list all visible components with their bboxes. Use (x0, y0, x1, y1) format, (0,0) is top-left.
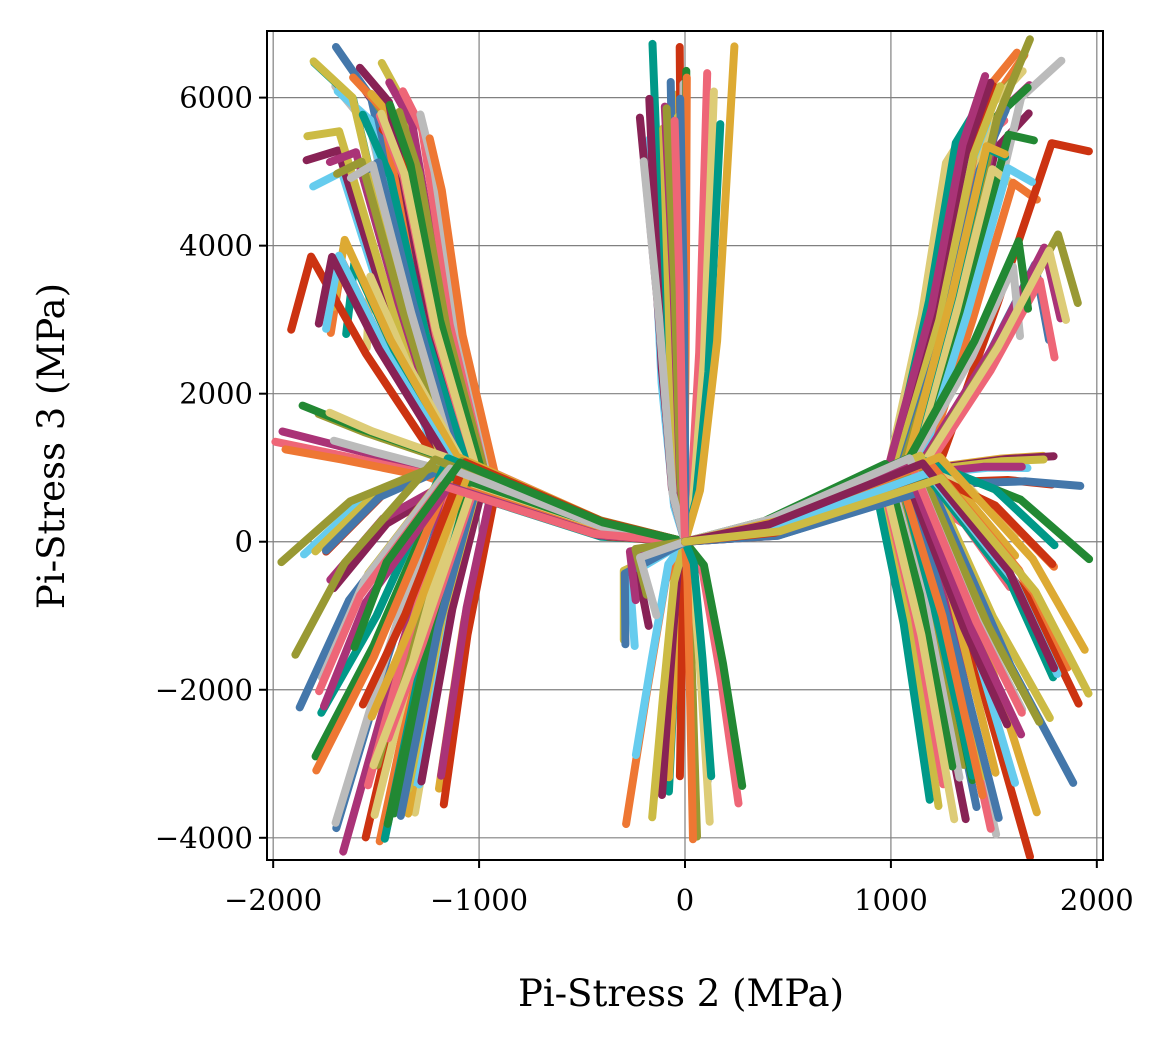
x-tick-label: −1000 (430, 883, 528, 917)
y-tick-label: 0 (235, 525, 253, 559)
y-tick-label: 4000 (179, 229, 253, 263)
x-tick-label: 2000 (1060, 883, 1134, 917)
x-tick-label: −2000 (224, 883, 322, 917)
series-line (670, 116, 689, 546)
x-axis-label: Pi-Stress 2 (MPa) (518, 972, 844, 1015)
series-line (681, 537, 747, 790)
series-line (636, 537, 689, 620)
series-line (681, 42, 739, 546)
series-layer (271, 35, 1094, 860)
series-line (681, 537, 716, 781)
series-line (631, 537, 689, 759)
y-tick-label: −4000 (155, 821, 253, 855)
series-line (350, 458, 689, 652)
y-tick-label: 6000 (179, 81, 253, 115)
series-line (648, 537, 689, 822)
y-axis-label: Pi-Stress 3 (MPa) (30, 283, 73, 609)
y-tick-label: −2000 (155, 673, 253, 707)
x-tick-label: 0 (676, 883, 694, 917)
y-tick-label: 2000 (179, 377, 253, 411)
x-tick-label: 1000 (854, 883, 928, 917)
axis-ticks: −2000 −1000 0 1000 2000 −4000 −2000 0 2000 4000 60… (155, 81, 1134, 917)
series-line (639, 157, 689, 546)
series-line (681, 474, 1093, 698)
series-line (681, 459, 1058, 673)
series-line (681, 537, 697, 844)
